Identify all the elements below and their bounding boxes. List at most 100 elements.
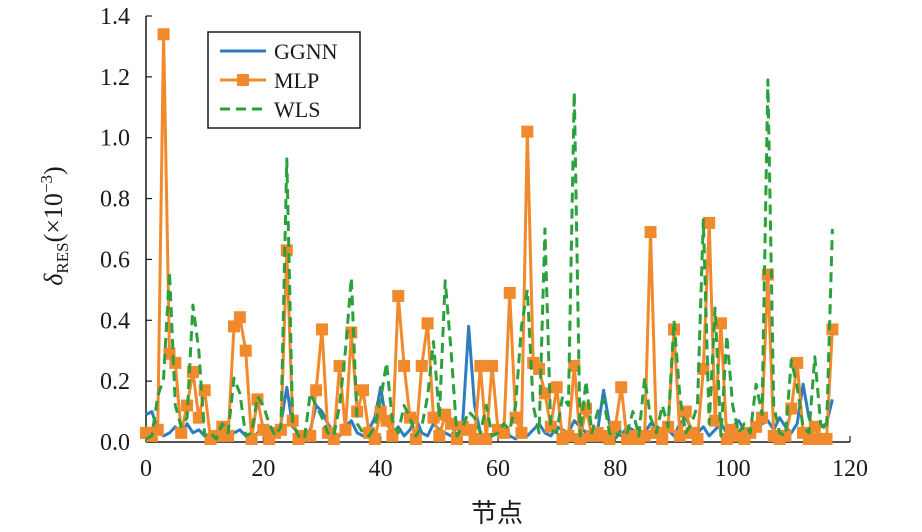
data-point-mlp <box>316 323 328 336</box>
legend-item-ggnn: GGNN <box>220 39 338 64</box>
data-point-mlp <box>515 426 528 439</box>
data-point-mlp <box>450 432 463 445</box>
data-point-mlp <box>691 432 704 445</box>
data-point-mlp <box>445 417 458 430</box>
legend-item-wls: WLS <box>220 97 320 122</box>
data-point-mlp <box>802 432 815 445</box>
data-point-mlp <box>392 289 405 302</box>
data-point-mlp <box>181 399 194 412</box>
data-point-mlp <box>538 387 551 400</box>
data-point-mlp <box>703 216 716 229</box>
legend-item-mlp: MLP <box>220 68 319 93</box>
data-point-mlp <box>562 429 575 442</box>
data-point-mlp <box>615 381 628 394</box>
data-point-mlp <box>521 125 534 138</box>
data-point-mlp <box>720 432 733 445</box>
data-point-mlp <box>638 429 651 442</box>
data-point-mlp <box>791 356 804 369</box>
svg-text:δRES(×10−3): δRES(×10−3) <box>37 166 72 285</box>
data-point-mlp <box>750 420 763 433</box>
y-tick-label: 0.6 <box>100 247 130 273</box>
data-point-mlp <box>398 359 411 372</box>
data-point-mlp <box>533 362 546 375</box>
data-point-mlp <box>357 384 370 397</box>
data-point-mlp <box>644 226 657 239</box>
series-layer <box>140 28 839 445</box>
data-point-mlp <box>239 344 252 357</box>
data-point-mlp <box>274 423 287 436</box>
data-point-mlp <box>339 423 352 436</box>
y-axis-title-close: ) <box>39 166 68 175</box>
data-point-mlp <box>433 429 446 442</box>
data-point-mlp <box>233 311 246 324</box>
y-axis-title: δRES(×10−3) <box>37 166 72 285</box>
x-axis-title: 节点 <box>471 499 523 529</box>
data-point-mlp <box>304 429 317 442</box>
data-point-mlp <box>808 420 821 433</box>
data-point-mlp <box>673 429 686 442</box>
y-tick-label: 0.8 <box>100 187 130 213</box>
data-point-mlp <box>427 411 440 424</box>
legend-marker-mlp <box>237 74 249 86</box>
x-tick-label: 40 <box>369 456 393 482</box>
data-point-mlp <box>550 381 563 394</box>
axes: 0 20 40 60 80 100 120 0.0 0.2 0.4 0.6 0.8 1.0 1.2 1.4 <box>100 4 868 482</box>
data-point-mlp <box>462 423 475 436</box>
series-mlp <box>140 28 839 445</box>
data-point-mlp <box>280 244 293 257</box>
data-point-mlp <box>415 359 428 372</box>
data-point-mlp <box>656 432 669 445</box>
x-tick-label: 60 <box>486 456 510 482</box>
series-line-wls <box>145 78 834 441</box>
x-tick-label: 120 <box>832 456 868 482</box>
data-point-mlp <box>327 432 340 445</box>
data-point-mlp <box>609 420 622 433</box>
data-point-mlp <box>404 411 416 424</box>
data-point-mlp <box>486 359 499 372</box>
data-point-mlp <box>503 286 516 299</box>
y-tick-label: 1.2 <box>100 65 130 91</box>
data-point-mlp <box>568 359 581 372</box>
data-point-mlp <box>368 432 381 445</box>
data-point-mlp <box>409 432 422 445</box>
series-wls <box>145 78 834 441</box>
data-point-mlp <box>709 414 722 427</box>
legend-label-wls: WLS <box>274 97 320 122</box>
data-point-mlp <box>474 359 487 372</box>
y-tick-label: 1.4 <box>100 4 130 30</box>
y-axis-title-main: δ <box>39 273 68 286</box>
data-point-mlp <box>380 414 393 427</box>
data-point-mlp <box>157 28 170 41</box>
y-tick-label: 1.0 <box>100 126 130 152</box>
y-axis-title-sub: RES <box>53 242 72 273</box>
data-point-mlp <box>175 426 188 439</box>
data-point-mlp <box>756 411 768 424</box>
data-point-mlp <box>169 356 182 369</box>
data-point-mlp <box>509 411 522 424</box>
legend-label-mlp: MLP <box>274 68 319 93</box>
data-point-mlp <box>228 320 240 333</box>
data-point-mlp <box>257 423 270 436</box>
data-point-mlp <box>468 432 481 445</box>
data-point-mlp <box>714 317 727 330</box>
x-tick-label: 0 <box>140 456 152 482</box>
data-point-mlp <box>480 432 493 445</box>
data-point-mlp <box>222 429 235 442</box>
legend-label-ggnn: GGNN <box>274 39 338 64</box>
y-tick-label: 0.4 <box>100 308 130 334</box>
data-point-mlp <box>421 317 434 330</box>
data-point-mlp <box>497 426 510 439</box>
data-point-mlp <box>574 432 587 445</box>
y-axis-title-rest: (×10 <box>39 193 68 242</box>
y-tick-label: 0.2 <box>100 369 130 395</box>
data-point-mlp <box>603 432 616 445</box>
legend: GGNN MLP WLS <box>207 31 361 129</box>
data-point-mlp <box>386 429 399 442</box>
y-tick-label: 0.0 <box>100 430 130 456</box>
x-tick-label: 80 <box>603 456 627 482</box>
x-tick-label: 20 <box>251 456 275 482</box>
data-point-mlp <box>439 408 452 421</box>
data-point-mlp <box>779 429 792 442</box>
data-point-mlp <box>820 432 833 445</box>
